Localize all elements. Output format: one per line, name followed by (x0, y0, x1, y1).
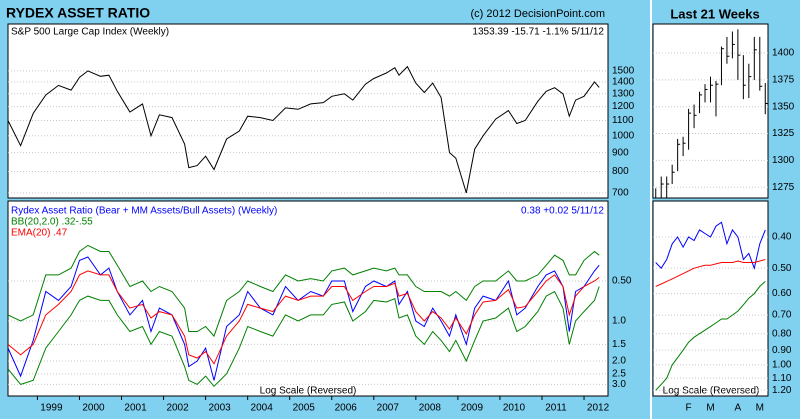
x-tick-label: 2009 (461, 403, 484, 414)
x-tick-label: 1999 (40, 403, 63, 414)
panel-label: S&P 500 Large Cap Index (Weekly) (11, 27, 169, 38)
series-line (8, 244, 600, 338)
x-tick-label: 2010 (503, 403, 526, 414)
x-tick-label: M (706, 403, 714, 414)
series-line (8, 286, 600, 388)
x-tick-label: 2006 (335, 403, 358, 414)
x-tick-label: 2012 (587, 403, 610, 414)
x-tick-label: M (756, 403, 764, 414)
y-tick-label: 1300 (772, 155, 795, 166)
y-tick-label: 1.5 (612, 339, 626, 350)
y-tick-label: 2.5 (612, 368, 626, 379)
x-tick-label: 2000 (82, 403, 105, 414)
y-tick-label: 0.60 (772, 288, 792, 299)
y-tick-label: 0.50 (612, 276, 632, 287)
y-tick-label: 1300 (612, 88, 635, 99)
y-tick-label: 1000 (612, 130, 635, 141)
y-tick-label: 900 (612, 147, 629, 158)
y-tick-label: 1375 (772, 74, 795, 85)
y-tick-label: 0.50 (772, 263, 792, 274)
y-tick-label: 1350 (772, 101, 795, 112)
x-tick-label: 2007 (377, 403, 400, 414)
series-line (655, 221, 766, 270)
legend-entry: Rydex Asset Ratio (Bear + MM Assets/Bull… (11, 206, 277, 217)
y-tick-label: 1500 (612, 66, 635, 77)
y-tick-label: 1.00 (772, 360, 792, 371)
y-tick-label: 3.0 (612, 379, 626, 390)
x-tick-label: F (686, 403, 692, 414)
chart-title: RYDEX ASSET RATIO (6, 5, 150, 21)
y-tick-label: 0.80 (772, 328, 792, 339)
panel (652, 23, 769, 199)
readout: 1353.39 -15.71 -1.1% 5/11/12 (472, 27, 604, 38)
x-tick-label: 2011 (545, 403, 567, 414)
annotation: Log Scale (Reversed) (663, 386, 760, 397)
y-tick-label: 1100 (612, 115, 634, 126)
legend-entry: BB(20,2.0) .32-.55 (11, 217, 93, 228)
y-tick-label: 0.70 (772, 310, 792, 321)
y-tick-label: 0.40 (772, 232, 792, 243)
y-tick-label: 1.10 (772, 373, 792, 384)
y-tick-label: 1200 (612, 101, 635, 112)
x-tick-label: 2003 (208, 403, 231, 414)
panel (7, 200, 609, 397)
series-line (8, 65, 600, 194)
y-tick-label: 1275 (772, 182, 795, 193)
y-tick-label: 700 (612, 188, 629, 199)
y-tick-label: 1400 (612, 77, 635, 88)
y-tick-label: 2.0 (612, 356, 626, 367)
series-line (655, 281, 766, 391)
series-line (8, 270, 600, 365)
x-tick-label: 2004 (251, 403, 274, 414)
x-tick-label: 2001 (124, 403, 147, 414)
legend-entry: EMA(20) .47 (11, 228, 68, 239)
y-tick-label: 0.90 (772, 345, 792, 356)
x-tick-label: 2005 (293, 403, 316, 414)
annotation: Log Scale (Reversed) (260, 386, 357, 397)
y-tick-label: 1.20 (772, 385, 792, 396)
y-tick-label: 1325 (772, 128, 795, 139)
x-tick-label: A (735, 403, 742, 414)
source: (c) 2012 DecisionPoint.com (470, 8, 605, 20)
chart-title: Last 21 Weeks (670, 6, 759, 21)
y-tick-label: 800 (612, 166, 629, 177)
panel (652, 200, 769, 397)
y-tick-label: 1400 (772, 48, 795, 59)
y-tick-label: 1.0 (612, 316, 626, 327)
separator (650, 0, 652, 419)
x-tick-label: 2008 (419, 403, 442, 414)
x-tick-label: 2002 (166, 403, 189, 414)
series-line (655, 259, 766, 287)
readout: 0.38 +0.02 5/11/12 (521, 206, 604, 217)
